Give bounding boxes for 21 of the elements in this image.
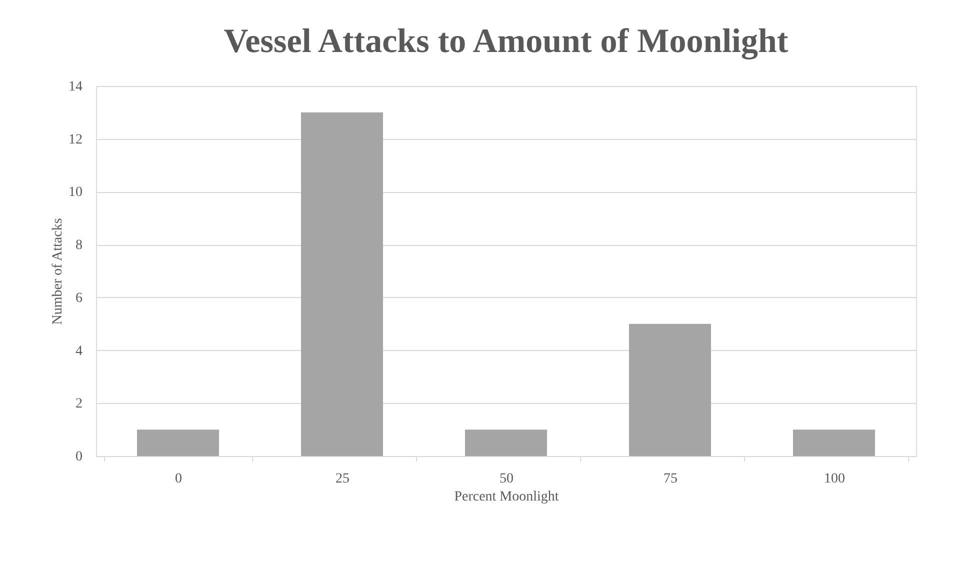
y-tick-label: 0 xyxy=(76,450,82,464)
x-tick-label: 25 xyxy=(336,472,350,486)
x-tick-label: 75 xyxy=(664,472,678,486)
bar xyxy=(465,430,547,456)
x-tick-label: 0 xyxy=(175,472,182,486)
bar xyxy=(137,430,219,456)
y-tick-label: 6 xyxy=(76,290,82,306)
bar xyxy=(301,112,383,456)
x-axis-title: Percent Moonlight xyxy=(454,490,559,504)
chart-title: Vessel Attacks to Amount of Moonlight xyxy=(224,23,789,60)
y-tick-label: 10 xyxy=(68,185,82,200)
y-tick-label: 2 xyxy=(76,396,82,412)
x-tick-label: 100 xyxy=(824,472,845,486)
y-tick-label: 12 xyxy=(68,132,82,148)
y-tick-label: 4 xyxy=(76,344,82,359)
y-tick-label: 14 xyxy=(68,80,82,94)
y-axis-title: Number of Attacks xyxy=(50,218,66,325)
bar xyxy=(629,324,711,456)
x-tick-label: 50 xyxy=(500,472,514,486)
bar xyxy=(793,430,875,456)
y-tick-label: 8 xyxy=(76,238,82,254)
